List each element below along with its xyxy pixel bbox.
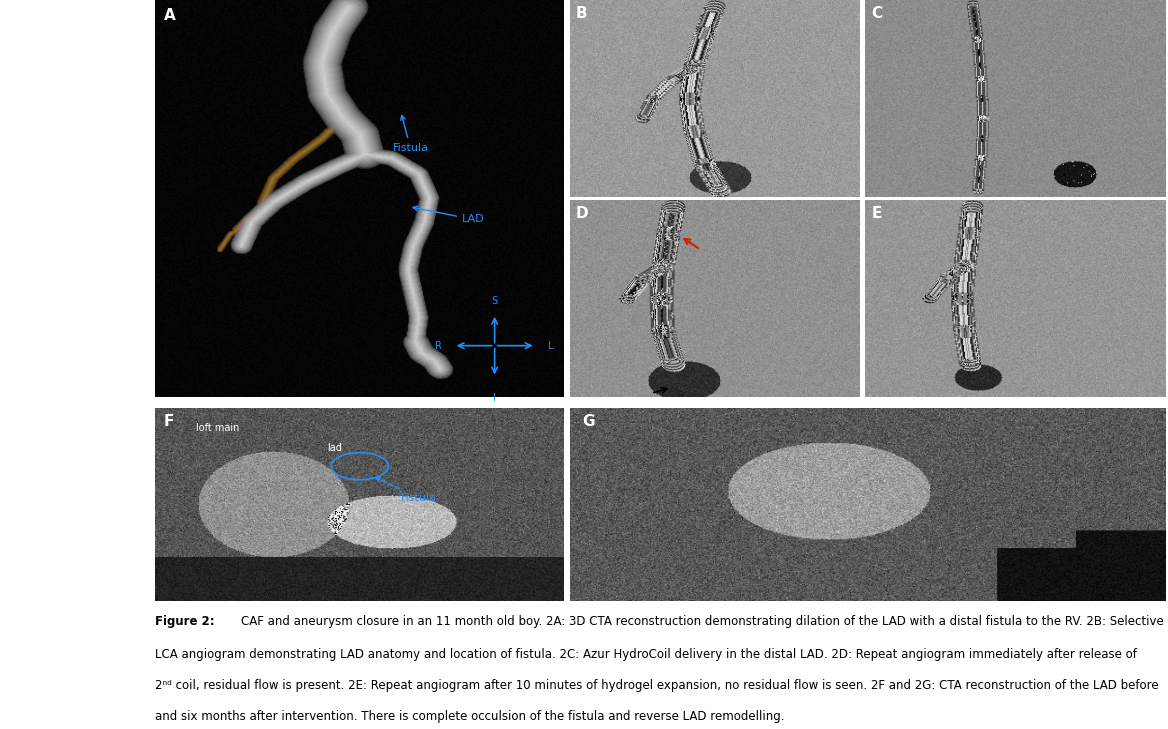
Text: Fistula: Fistula <box>392 115 429 153</box>
Text: L: L <box>548 340 554 351</box>
Text: A: A <box>164 8 175 23</box>
Text: lad: lad <box>327 443 342 453</box>
Text: E: E <box>871 206 882 222</box>
Text: Fistula: Fistula <box>376 477 437 503</box>
Text: LCA angiogram demonstrating LAD anatomy and location of fistula. 2C: Azur HydroC: LCA angiogram demonstrating LAD anatomy … <box>155 649 1138 661</box>
Text: S: S <box>492 296 498 306</box>
Text: and six months after intervention. There is complete occulsion of the fistula an: and six months after intervention. There… <box>155 710 785 723</box>
Text: LAD: LAD <box>413 206 485 225</box>
Text: F: F <box>164 414 174 429</box>
Text: loft main: loft main <box>196 424 239 434</box>
Text: 2ⁿᵈ coil, residual flow is present. 2E: Repeat angiogram after 10 minutes of hyd: 2ⁿᵈ coil, residual flow is present. 2E: … <box>155 679 1159 693</box>
Text: G: G <box>582 414 595 429</box>
Text: CAF and aneurysm closure in an 11 month old boy. 2A: 3D CTA reconstruction demon: CAF and aneurysm closure in an 11 month … <box>241 615 1163 628</box>
Text: C: C <box>871 6 883 21</box>
Text: D: D <box>576 206 589 222</box>
Text: I: I <box>493 394 496 403</box>
Text: R: R <box>434 340 442 351</box>
Text: Figure 2:: Figure 2: <box>155 615 215 628</box>
Text: B: B <box>576 6 588 21</box>
